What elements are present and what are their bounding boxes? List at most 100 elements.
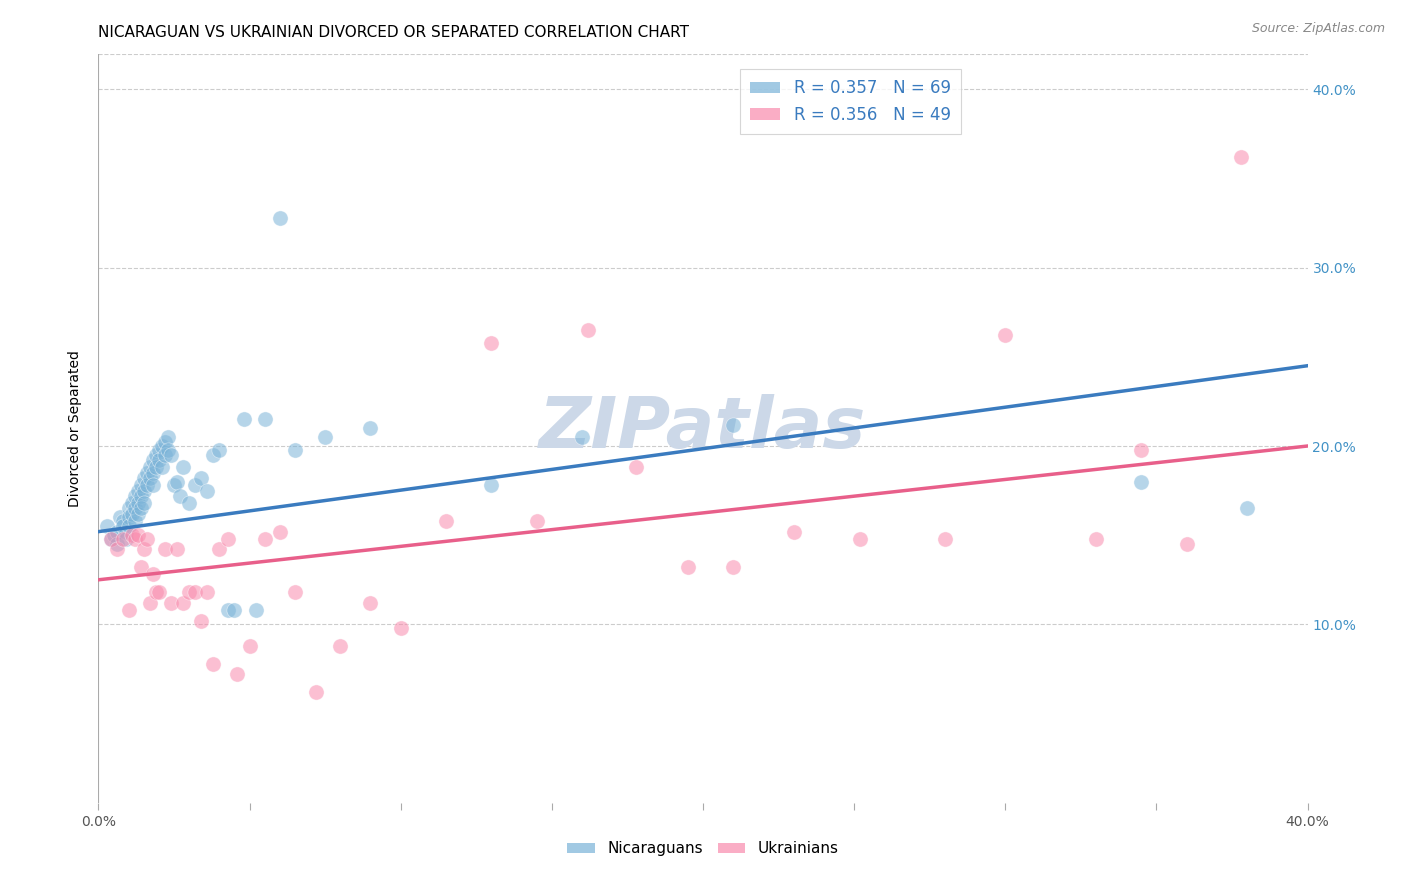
Point <box>1230 150 1253 164</box>
Point <box>1236 501 1258 516</box>
Point <box>434 514 457 528</box>
Point <box>100 532 122 546</box>
Point <box>118 603 141 617</box>
Point <box>96 519 118 533</box>
Point <box>481 335 503 350</box>
Point <box>190 471 212 485</box>
Point <box>1130 442 1153 457</box>
Point <box>284 442 307 457</box>
Point <box>314 430 336 444</box>
Text: NICARAGUAN VS UKRAINIAN DIVORCED OR SEPARATED CORRELATION CHART: NICARAGUAN VS UKRAINIAN DIVORCED OR SEPA… <box>98 25 689 40</box>
Point <box>145 585 167 599</box>
Point <box>179 585 201 599</box>
Point <box>783 524 806 539</box>
Point <box>195 585 218 599</box>
Point <box>184 478 207 492</box>
Point <box>142 567 165 582</box>
Point <box>160 596 183 610</box>
Point <box>127 507 149 521</box>
Point <box>202 448 225 462</box>
Point <box>132 483 155 498</box>
Point <box>129 478 152 492</box>
Point <box>284 585 307 599</box>
Point <box>124 514 146 528</box>
Point <box>360 421 382 435</box>
Point <box>190 614 212 628</box>
Point <box>105 542 128 557</box>
Point <box>127 528 149 542</box>
Point <box>202 657 225 671</box>
Point <box>163 478 186 492</box>
Point <box>129 560 152 574</box>
Point <box>1130 475 1153 489</box>
Point <box>135 466 157 480</box>
Point <box>139 471 162 485</box>
Point <box>195 483 218 498</box>
Point <box>132 496 155 510</box>
Point <box>153 448 176 462</box>
Point <box>153 435 176 450</box>
Point <box>232 412 254 426</box>
Point <box>576 323 599 337</box>
Point <box>114 524 136 539</box>
Point <box>108 510 131 524</box>
Point <box>148 453 170 467</box>
Point <box>481 478 503 492</box>
Point <box>269 211 291 225</box>
Point <box>226 667 249 681</box>
Point <box>626 460 648 475</box>
Point <box>1085 532 1108 546</box>
Point <box>139 596 162 610</box>
Point <box>172 596 194 610</box>
Point <box>127 483 149 498</box>
Point <box>145 460 167 475</box>
Point <box>124 489 146 503</box>
Point <box>179 496 201 510</box>
Point <box>217 603 239 617</box>
Point <box>135 532 157 546</box>
Point <box>150 460 173 475</box>
Point <box>224 603 246 617</box>
Point <box>118 501 141 516</box>
Point <box>132 471 155 485</box>
Point <box>571 430 593 444</box>
Point <box>105 537 128 551</box>
Point <box>329 639 352 653</box>
Point <box>121 507 143 521</box>
Point <box>127 496 149 510</box>
Point <box>114 532 136 546</box>
Point <box>105 524 128 539</box>
Point <box>994 328 1017 343</box>
Point <box>135 478 157 492</box>
Point <box>253 412 276 426</box>
Point <box>129 501 152 516</box>
Point <box>156 430 179 444</box>
Point <box>172 460 194 475</box>
Point <box>305 685 328 699</box>
Point <box>103 528 125 542</box>
Point <box>723 417 745 432</box>
Point <box>389 621 412 635</box>
Point <box>100 532 122 546</box>
Point <box>253 532 276 546</box>
Point <box>142 466 165 480</box>
Point <box>148 585 170 599</box>
Point <box>129 489 152 503</box>
Point <box>139 460 162 475</box>
Point <box>360 596 382 610</box>
Point <box>208 442 231 457</box>
Point <box>148 442 170 457</box>
Point <box>153 542 176 557</box>
Point <box>132 542 155 557</box>
Point <box>111 514 134 528</box>
Point <box>239 639 262 653</box>
Point <box>166 542 188 557</box>
Legend: Nicaraguans, Ukrainians: Nicaraguans, Ukrainians <box>561 836 845 863</box>
Point <box>156 442 179 457</box>
Point <box>208 542 231 557</box>
Point <box>118 510 141 524</box>
Point <box>676 560 699 574</box>
Point <box>245 603 267 617</box>
Text: ZIPatlas: ZIPatlas <box>540 393 866 463</box>
Point <box>124 532 146 546</box>
